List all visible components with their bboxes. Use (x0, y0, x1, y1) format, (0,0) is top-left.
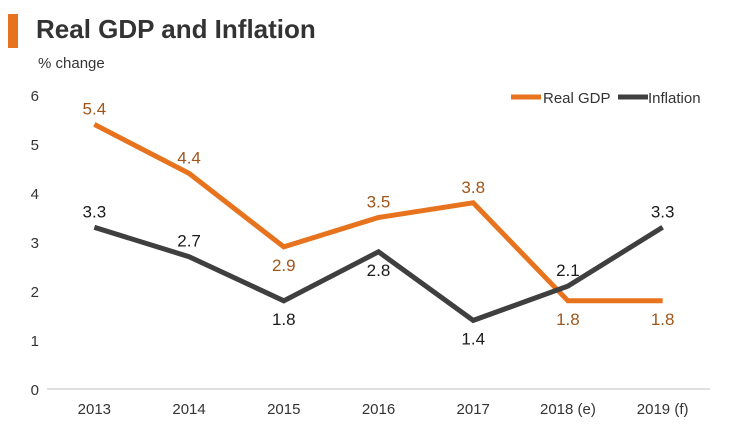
real-gdp-data-label: 5.4 (83, 99, 107, 118)
inflation-data-label: 1.4 (461, 329, 485, 348)
inflation-data-label: 1.8 (272, 310, 296, 329)
inflation-legend-label: Inflation (648, 90, 701, 107)
real-gdp-data-label: 3.5 (367, 193, 391, 212)
inflation-data-label: 3.3 (83, 202, 107, 221)
real-gdp-data-label: 4.4 (177, 148, 201, 167)
real-gdp-data-label: 3.8 (461, 178, 485, 197)
y-tick-label: 0 (31, 382, 39, 399)
inflation-data-label: 2.8 (367, 261, 391, 280)
y-tick-label: 3 (31, 235, 39, 252)
real-gdp-data-label: 2.9 (272, 256, 296, 275)
x-tick-label: 2019 (f) (637, 401, 689, 418)
y-tick-label: 1 (31, 333, 39, 350)
inflation-data-label: 2.1 (556, 261, 580, 280)
y-tick-label: 2 (31, 284, 39, 301)
x-tick-label: 2014 (172, 401, 205, 418)
real-gdp-legend-label: Real GDP (543, 90, 611, 107)
title-accent-bar (8, 14, 18, 48)
x-tick-label: 2016 (362, 401, 395, 418)
y-tick-label: 5 (31, 137, 39, 154)
x-tick-label: 2018 (e) (540, 401, 596, 418)
inflation-data-label: 2.7 (177, 232, 201, 251)
x-tick-label: 2015 (267, 401, 300, 418)
real-gdp-data-label: 1.8 (651, 310, 675, 329)
chart-title: Real GDP and Inflation (36, 14, 316, 44)
real-gdp-data-label: 1.8 (556, 310, 580, 329)
x-tick-label: 2013 (78, 401, 111, 418)
y-tick-label: 4 (31, 186, 39, 203)
y-axis-unit-label: % change (38, 55, 105, 72)
x-tick-label: 2017 (457, 401, 490, 418)
y-tick-label: 6 (31, 88, 39, 105)
inflation-data-label: 3.3 (651, 202, 675, 221)
